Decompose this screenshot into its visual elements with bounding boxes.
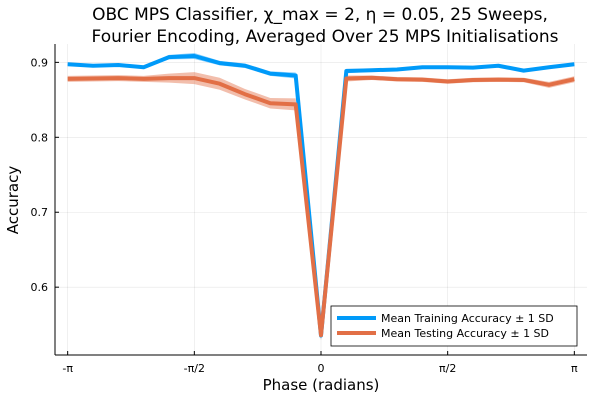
ticks: -π -π/2 0 π/2 π 0.6 0.7 0.8 0.9 bbox=[31, 56, 579, 375]
grid-lines bbox=[55, 44, 587, 355]
x-tick-label: -π bbox=[62, 362, 73, 375]
x-tick-label: 0 bbox=[318, 362, 325, 375]
x-tick-label: -π/2 bbox=[184, 362, 205, 375]
y-tick-label: 0.7 bbox=[31, 206, 49, 219]
y-tick-label: 0.6 bbox=[31, 281, 49, 294]
legend-label-train: Mean Training Accuracy ± 1 SD bbox=[381, 312, 554, 325]
x-tick-label: π bbox=[571, 362, 578, 375]
x-axis-label: Phase (radians) bbox=[263, 376, 380, 394]
series-lines bbox=[67, 53, 575, 338]
legend: Mean Training Accuracy ± 1 SD Mean Testi… bbox=[330, 305, 578, 347]
y-tick-label: 0.9 bbox=[31, 56, 49, 69]
legend-box bbox=[330, 305, 578, 347]
y-tick-label: 0.8 bbox=[31, 131, 49, 144]
x-tick-label: π/2 bbox=[439, 362, 456, 375]
chart-title-line2: Fourier Encoding, Averaged Over 25 MPS I… bbox=[92, 27, 559, 47]
y-axis-label: Accuracy bbox=[4, 166, 22, 235]
chart-title-line1: OBC MPS Classifier, χ_max = 2, η = 0.05,… bbox=[92, 5, 548, 25]
legend-label-test: Mean Testing Accuracy ± 1 SD bbox=[381, 327, 549, 340]
